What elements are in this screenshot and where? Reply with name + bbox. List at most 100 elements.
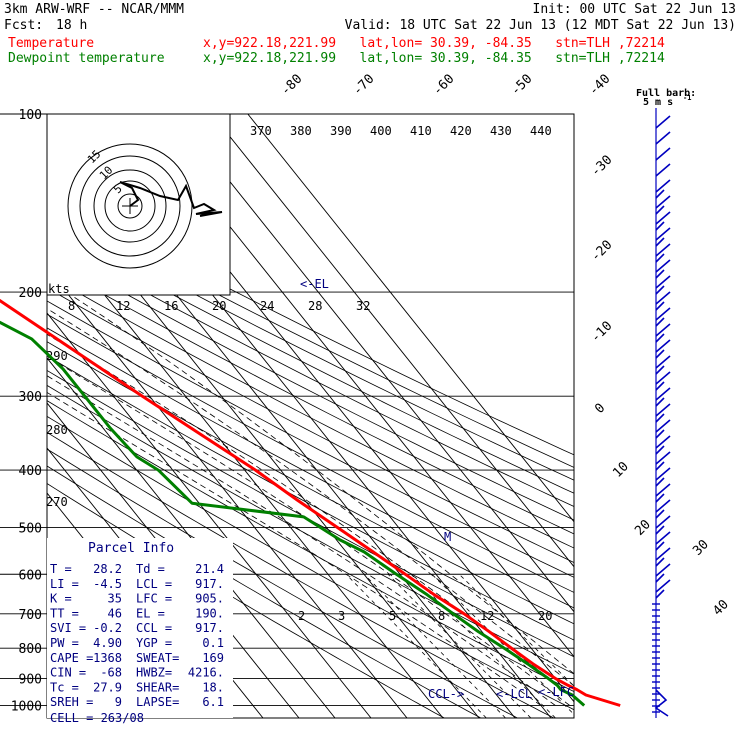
parcel-info-title: Parcel Info <box>88 541 174 556</box>
isotherm-line <box>47 222 444 718</box>
wind-barb-flag <box>655 467 671 481</box>
wind-barb-flag <box>655 403 671 417</box>
dry-adiabat <box>47 192 574 456</box>
mixing-ratio-line <box>345 573 487 718</box>
wind-barb-flag <box>655 323 671 337</box>
isotherm-line <box>0 114 11 718</box>
sounding-profiles: <-EL CCL-> <-LCL <-LFC M <box>0 277 621 707</box>
hodograph-speed-label: 24 <box>260 299 274 313</box>
temperature-tick-label: -10 <box>588 319 615 346</box>
wind-barb-flag <box>655 419 671 433</box>
isotherm-line <box>47 267 408 718</box>
wind-barb-flag <box>655 547 671 561</box>
hodograph-speed-label: 28 <box>308 299 322 313</box>
wind-barb-half <box>655 557 665 567</box>
mixing-ratio-line <box>431 573 574 715</box>
temperature-tick-label: -50 <box>508 72 535 99</box>
isotherm-line <box>175 114 574 613</box>
parcel-info-cell: 28.2 <box>93 562 122 576</box>
wind-barb-flag <box>655 259 671 273</box>
temperature-tick-label: -80 <box>278 72 305 99</box>
hodograph-speed-label: 32 <box>356 299 370 313</box>
temperature-tick-label: 20 <box>632 517 654 539</box>
isotherm-line <box>47 357 336 718</box>
wind-barb-flag <box>655 275 671 289</box>
parcel-info-cell: 0.1 <box>202 636 224 650</box>
pressure-label: 400 <box>19 464 42 479</box>
wind-barb-half <box>655 397 665 407</box>
hodograph-units: kts <box>48 282 70 296</box>
wind-barb-half <box>655 349 665 359</box>
parcel-info-cell: 46 <box>108 606 122 620</box>
parcel-info-cell: -0.2 <box>93 621 122 635</box>
el-marker: <-EL <box>300 277 329 291</box>
wind-barb-flag <box>655 563 671 577</box>
theta-label: 400 <box>370 124 392 138</box>
valid-time: Valid: 18 UTC Sat 22 Jun 13 (12 MDT Sat … <box>344 18 736 33</box>
wind-barb-flag <box>655 115 671 129</box>
parcel-info-box: Parcel Info T = 28.2 Td = 21.4 LI = -4.5 LCL = 9… <box>47 538 233 725</box>
parcel-info-cell: YGP = <box>136 636 172 650</box>
parcel-info-cell: CCL = <box>136 621 172 635</box>
temperature-tick-label: 10 <box>610 459 632 481</box>
wind-barb-half <box>655 461 665 471</box>
parcel-info-cell: Tc = <box>50 680 79 694</box>
parcel-info-cell: TT = <box>50 606 79 620</box>
lfc-marker: <-LFC <box>538 685 574 699</box>
wind-barb-flag <box>655 147 671 161</box>
wind-barb-flag <box>655 339 671 353</box>
mixing-ratio-line <box>410 573 556 718</box>
temperature-tick-label: 0 <box>592 401 608 417</box>
parcel-info-cell: 18. <box>202 680 224 694</box>
dry-adiabat <box>47 448 518 718</box>
mixing-ratio-line <box>458 573 574 687</box>
wind-barb-half <box>655 541 665 551</box>
temperature-legend: Temperature <box>8 36 95 51</box>
pressure-label: 600 <box>19 568 42 583</box>
dry-adiabat <box>47 327 574 609</box>
wind-barb-half <box>655 525 665 535</box>
theta-label: 430 <box>490 124 512 138</box>
theta-left-label: 280 <box>46 423 68 437</box>
dry-adiabat <box>47 415 574 711</box>
parcel-info-cell: Td = <box>136 562 165 576</box>
theta-left-label: 270 <box>46 495 68 509</box>
parcel-info-cell: -4.5 <box>93 577 122 591</box>
wind-barb-half <box>655 205 665 215</box>
temperature-tick-label: 40 <box>710 597 732 619</box>
mixing-ratio-label: 3 <box>338 609 345 623</box>
hodograph-ring <box>117 193 143 219</box>
parcel-info-cell-motion: CELL = 263/08 <box>50 711 144 725</box>
isotherm-line <box>211 114 574 568</box>
wind-barb-flag <box>655 531 671 545</box>
ccl-marker: CCL-> <box>428 687 464 701</box>
dry-adiabat <box>47 431 554 718</box>
temperature-tick-label: -20 <box>588 238 615 265</box>
wind-barb-flag <box>655 195 671 209</box>
dry-adiabat <box>47 237 574 507</box>
hodograph-ring <box>93 169 167 243</box>
wind-barb-half <box>655 237 665 247</box>
wind-barb-half <box>655 317 665 327</box>
parcel-info-cell: SREH = <box>50 695 93 709</box>
parcel-info-cell: LFC = <box>136 592 172 606</box>
wind-barb-flag <box>655 451 671 465</box>
dry-adiabat <box>47 203 574 468</box>
parcel-info-cell: EL = <box>136 606 165 620</box>
dry-adiabat <box>47 341 574 625</box>
dry-adiabat <box>47 262 574 535</box>
wind-barb-half <box>655 365 665 375</box>
dry-adiabat <box>47 384 574 675</box>
parcel-info-cell: CAPE = <box>50 651 93 665</box>
pressure-label: 900 <box>19 672 42 687</box>
wind-barb-half <box>655 301 665 311</box>
wind-barb-half <box>655 253 665 263</box>
wind-barb-flag <box>655 163 671 177</box>
dry-adiabat <box>47 300 574 578</box>
pressure-label: 800 <box>19 642 42 657</box>
hodograph-speed-label: 12 <box>116 299 130 313</box>
wind-barb-half <box>655 381 665 391</box>
wind-barb-flag <box>655 211 671 225</box>
dry-adiabat <box>47 274 574 549</box>
hodograph-ring <box>79 155 181 257</box>
